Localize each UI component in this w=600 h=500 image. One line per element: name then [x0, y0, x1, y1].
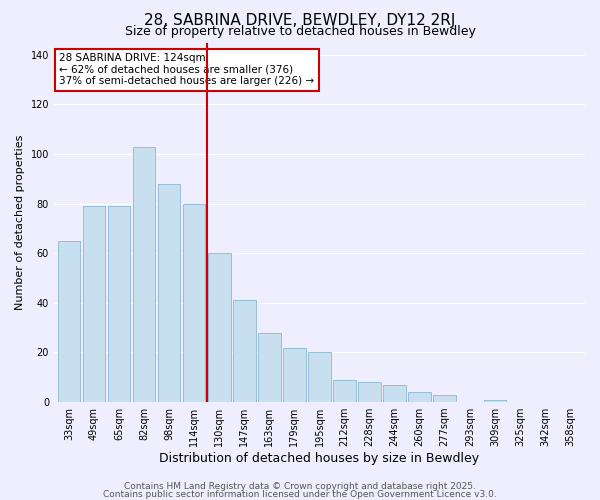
Bar: [333, 380, 356, 402]
Bar: [58, 241, 80, 402]
Bar: [308, 352, 331, 402]
Bar: [233, 300, 256, 402]
Bar: [258, 332, 281, 402]
Bar: [383, 384, 406, 402]
Y-axis label: Number of detached properties: Number of detached properties: [15, 134, 25, 310]
Bar: [358, 382, 381, 402]
Bar: [283, 348, 305, 402]
Bar: [158, 184, 181, 402]
Bar: [83, 206, 105, 402]
Text: Contains HM Land Registry data © Crown copyright and database right 2025.: Contains HM Land Registry data © Crown c…: [124, 482, 476, 491]
Bar: [484, 400, 506, 402]
Text: 28, SABRINA DRIVE, BEWDLEY, DY12 2RJ: 28, SABRINA DRIVE, BEWDLEY, DY12 2RJ: [145, 12, 455, 28]
Bar: [208, 254, 230, 402]
Bar: [433, 394, 456, 402]
Bar: [133, 146, 155, 402]
Bar: [183, 204, 205, 402]
Bar: [108, 206, 130, 402]
X-axis label: Distribution of detached houses by size in Bewdley: Distribution of detached houses by size …: [160, 452, 479, 465]
Text: Contains public sector information licensed under the Open Government Licence v3: Contains public sector information licen…: [103, 490, 497, 499]
Bar: [409, 392, 431, 402]
Text: 28 SABRINA DRIVE: 124sqm
← 62% of detached houses are smaller (376)
37% of semi-: 28 SABRINA DRIVE: 124sqm ← 62% of detach…: [59, 54, 314, 86]
Text: Size of property relative to detached houses in Bewdley: Size of property relative to detached ho…: [125, 25, 475, 38]
